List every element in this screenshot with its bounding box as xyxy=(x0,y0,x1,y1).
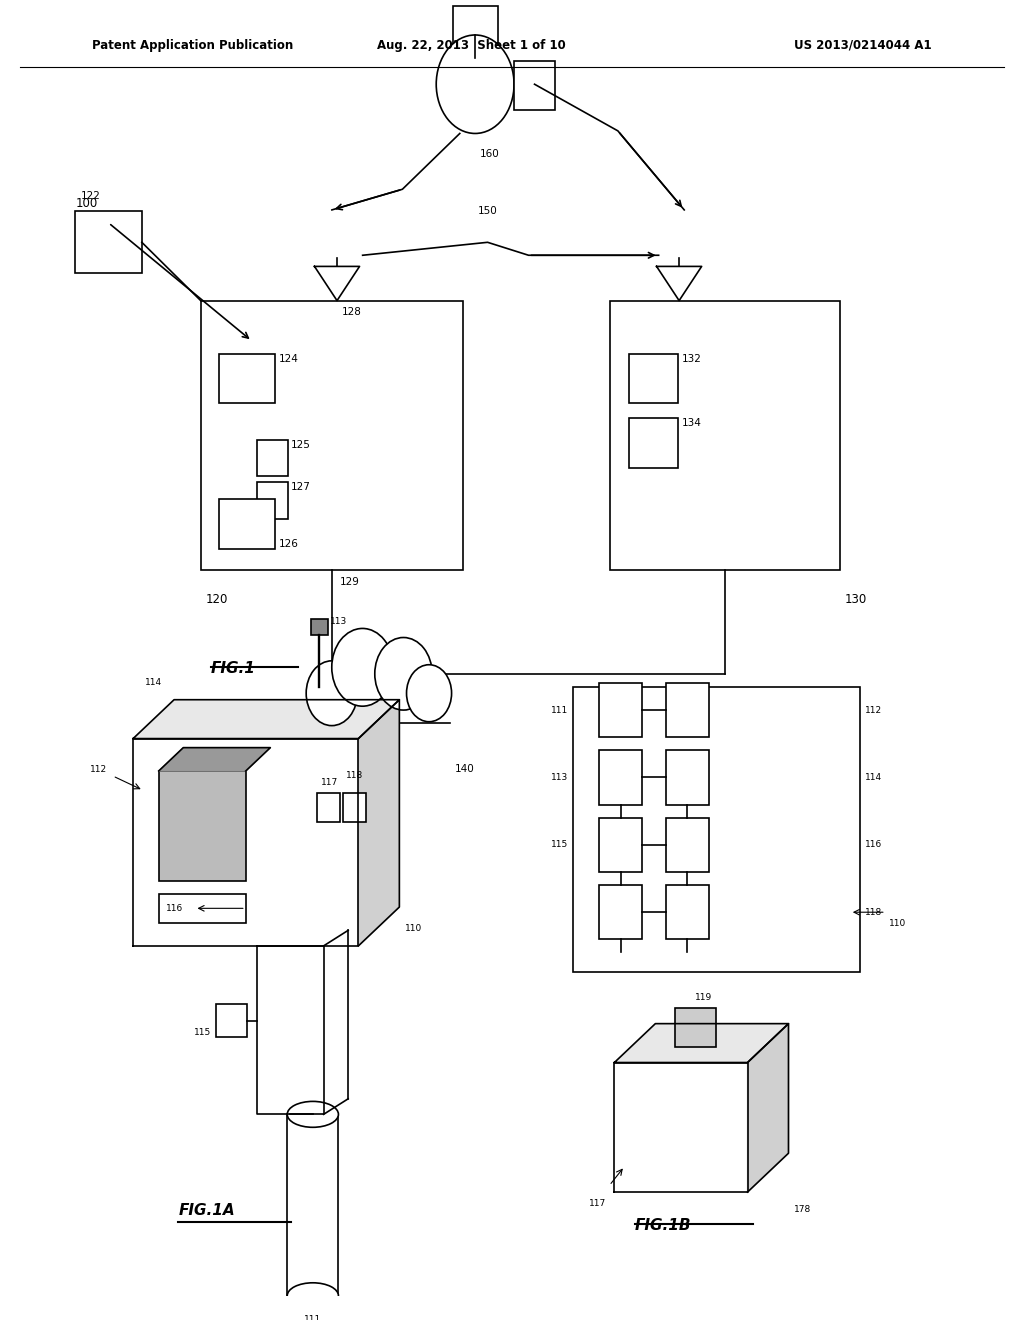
Circle shape xyxy=(375,638,432,710)
Text: 115: 115 xyxy=(194,1027,211,1036)
Bar xyxy=(629,354,678,403)
Bar xyxy=(159,771,246,882)
Bar xyxy=(257,440,288,475)
Polygon shape xyxy=(133,700,399,739)
Bar xyxy=(159,894,246,923)
Text: 111: 111 xyxy=(304,1315,322,1320)
Text: 129: 129 xyxy=(340,577,359,586)
Text: US 2013/0214044 A1: US 2013/0214044 A1 xyxy=(795,38,932,51)
Text: 116: 116 xyxy=(166,904,183,913)
Bar xyxy=(343,793,366,821)
Ellipse shape xyxy=(287,1101,339,1127)
Circle shape xyxy=(407,665,452,722)
Text: 160: 160 xyxy=(480,149,500,158)
Text: 110: 110 xyxy=(404,924,422,933)
Polygon shape xyxy=(748,1023,788,1192)
Bar xyxy=(666,817,709,873)
Bar xyxy=(599,884,642,940)
Text: 178: 178 xyxy=(794,1205,811,1214)
Text: 134: 134 xyxy=(682,418,701,429)
Bar xyxy=(219,354,275,403)
Text: 128: 128 xyxy=(342,308,362,317)
Text: 113: 113 xyxy=(551,774,568,781)
Polygon shape xyxy=(159,747,270,771)
Bar xyxy=(666,682,709,738)
Bar xyxy=(76,211,141,273)
Bar xyxy=(666,884,709,940)
Text: 111: 111 xyxy=(551,706,568,714)
Text: FIG.1A: FIG.1A xyxy=(178,1203,234,1218)
Text: FIG.1: FIG.1 xyxy=(211,661,256,676)
Text: 118: 118 xyxy=(865,908,883,916)
Text: 124: 124 xyxy=(279,354,298,364)
Text: FIG.1B: FIG.1B xyxy=(635,1218,691,1233)
Text: 114: 114 xyxy=(145,677,163,686)
Bar xyxy=(666,750,709,805)
Polygon shape xyxy=(614,1023,788,1063)
Text: 150: 150 xyxy=(478,206,498,216)
Circle shape xyxy=(436,36,514,133)
Text: 127: 127 xyxy=(291,482,310,492)
Text: 117: 117 xyxy=(321,777,338,787)
Text: 112: 112 xyxy=(865,706,883,714)
Bar xyxy=(610,301,840,570)
Bar xyxy=(514,61,555,110)
Text: 126: 126 xyxy=(279,539,298,549)
Bar xyxy=(219,499,275,549)
Text: 116: 116 xyxy=(865,841,883,849)
Circle shape xyxy=(306,661,357,726)
Text: 100: 100 xyxy=(76,197,98,210)
Text: 114: 114 xyxy=(865,774,883,781)
Text: 115: 115 xyxy=(551,841,568,849)
Text: 112: 112 xyxy=(90,766,108,774)
Text: 140: 140 xyxy=(455,764,474,775)
Polygon shape xyxy=(358,700,399,946)
Text: 119: 119 xyxy=(695,993,713,1002)
Text: 130: 130 xyxy=(845,594,867,606)
Text: 132: 132 xyxy=(682,354,701,364)
Bar xyxy=(675,1008,716,1047)
Bar xyxy=(216,1005,247,1036)
Bar xyxy=(629,418,678,467)
Bar xyxy=(311,619,328,635)
Bar xyxy=(287,1114,338,1296)
Text: 120: 120 xyxy=(206,594,228,606)
Ellipse shape xyxy=(287,1283,339,1308)
Text: 118: 118 xyxy=(346,771,364,780)
Text: 113: 113 xyxy=(330,618,347,627)
Text: 110: 110 xyxy=(889,919,906,928)
Text: Aug. 22, 2013  Sheet 1 of 10: Aug. 22, 2013 Sheet 1 of 10 xyxy=(377,38,565,51)
Bar xyxy=(257,482,288,519)
Bar xyxy=(573,686,860,972)
Bar xyxy=(599,817,642,873)
Circle shape xyxy=(332,628,393,706)
Bar xyxy=(599,682,642,738)
Bar xyxy=(317,793,340,821)
Bar xyxy=(599,750,642,805)
Bar xyxy=(201,301,463,570)
Text: 117: 117 xyxy=(589,1199,606,1208)
Text: Patent Application Publication: Patent Application Publication xyxy=(92,38,294,51)
Text: 122: 122 xyxy=(81,191,100,201)
Bar xyxy=(453,7,498,58)
Text: 125: 125 xyxy=(291,440,310,450)
